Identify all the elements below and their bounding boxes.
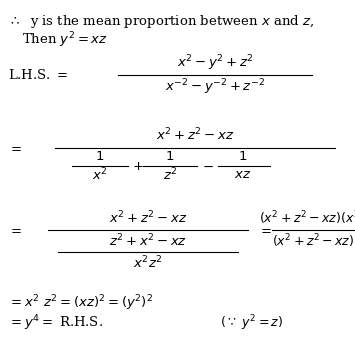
- Text: $=$: $=$: [258, 223, 272, 236]
- Text: $=$: $=$: [8, 223, 22, 236]
- Text: $x^2 + z^2 - xz$: $x^2 + z^2 - xz$: [109, 210, 187, 226]
- Text: $= x^2\ z^2 = (xz)^2 = (y^2)^2$: $= x^2\ z^2 = (xz)^2 = (y^2)^2$: [8, 293, 153, 313]
- Text: $1$: $1$: [95, 151, 105, 164]
- Text: $x^2 + z^2 - xz$: $x^2 + z^2 - xz$: [156, 127, 234, 143]
- Text: $z^2$: $z^2$: [163, 167, 177, 183]
- Text: $(x^2 + z^2 - xz)(x^2z^2)$: $(x^2 + z^2 - xz)(x^2z^2)$: [258, 209, 355, 227]
- Text: $(x^2 + z^2 - xz)$: $(x^2 + z^2 - xz)$: [272, 232, 354, 250]
- Text: $1$: $1$: [165, 151, 175, 164]
- Text: $x^2z^2$: $x^2z^2$: [133, 255, 163, 271]
- Text: $-$: $-$: [202, 160, 214, 172]
- Text: $1$: $1$: [238, 151, 248, 164]
- Text: $+$: $+$: [132, 160, 144, 172]
- Text: $(\because\ y^2 = z)$: $(\because\ y^2 = z)$: [220, 313, 283, 333]
- Text: $z^2 + x^2 - xz$: $z^2 + x^2 - xz$: [109, 233, 187, 249]
- Text: $x^2 - y^2 + z^2$: $x^2 - y^2 + z^2$: [177, 53, 253, 73]
- Text: $xz$: $xz$: [234, 169, 252, 181]
- Text: $\therefore$  y is the mean proportion between $x$ and $z$,: $\therefore$ y is the mean proportion be…: [8, 13, 314, 30]
- Text: Then $y^2 = xz$: Then $y^2 = xz$: [22, 30, 108, 50]
- Text: $= y^4 =$ R.H.S.: $= y^4 =$ R.H.S.: [8, 313, 103, 333]
- Text: L.H.S. $=$: L.H.S. $=$: [8, 68, 68, 82]
- Text: $x^2$: $x^2$: [92, 167, 108, 183]
- Text: $=$: $=$: [8, 141, 22, 155]
- Text: $x^{-2} - y^{-2} + z^{-2}$: $x^{-2} - y^{-2} + z^{-2}$: [165, 77, 265, 97]
